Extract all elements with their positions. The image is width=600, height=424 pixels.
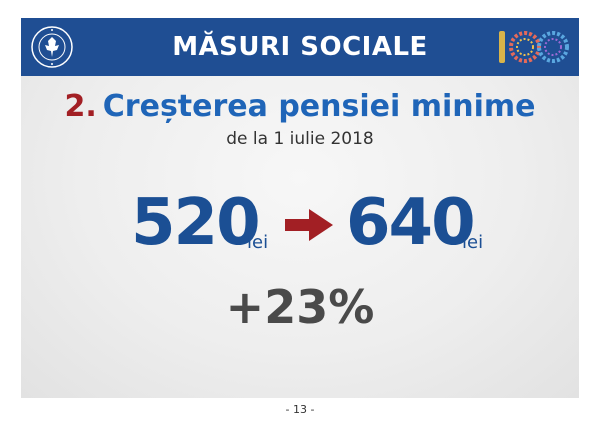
new-pension-unit: lei xyxy=(462,232,484,253)
old-pension-unit: lei xyxy=(247,232,269,253)
old-pension-value: 520 xyxy=(131,186,261,260)
increase-percentage: +23% xyxy=(225,280,375,334)
slide: MĂSURI SOCIALE 2. Creșterea pensiei minim… xyxy=(21,18,579,398)
page-number: - 13 - xyxy=(285,403,315,416)
romania-centenary-100-logo xyxy=(495,25,571,69)
arrow-right-icon xyxy=(283,206,335,244)
government-crest-icon xyxy=(31,26,73,68)
new-pension-value: 640 xyxy=(346,186,476,260)
section-title: Creșterea pensiei minime xyxy=(102,89,536,124)
section-number: 2. xyxy=(64,89,97,124)
effective-date: de la 1 iulie 2018 xyxy=(226,129,374,149)
section-heading: 2. Creșterea pensiei minime xyxy=(21,88,579,126)
slide-title: MĂSURI SOCIALE xyxy=(172,32,428,62)
header-bar xyxy=(21,18,579,76)
